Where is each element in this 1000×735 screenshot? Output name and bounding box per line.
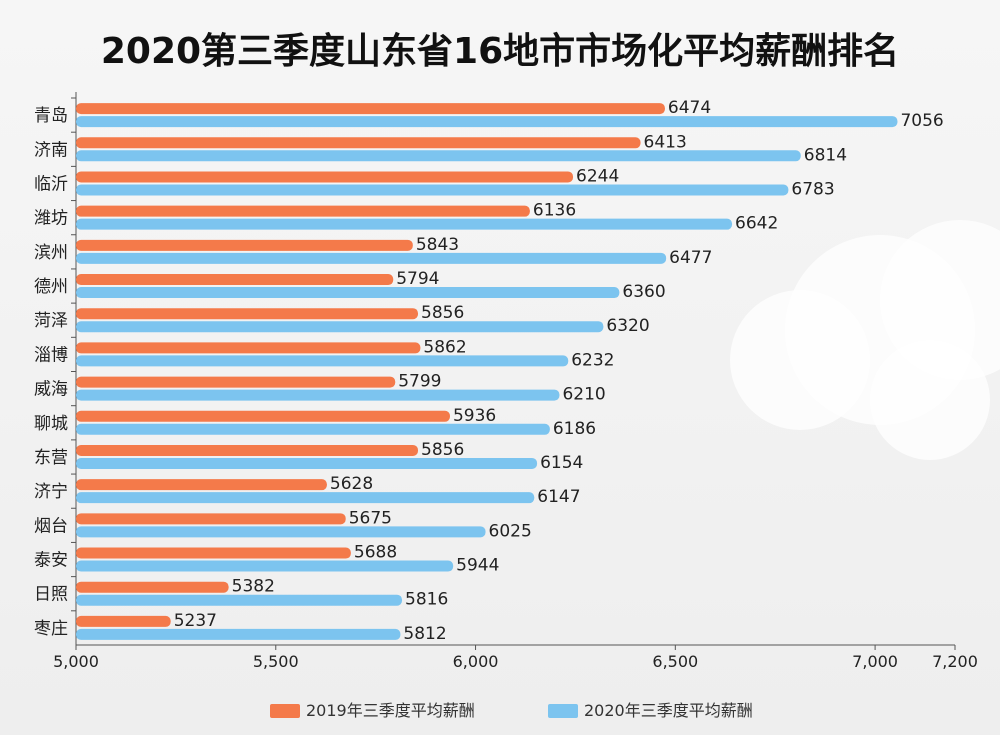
bar [76, 423, 550, 435]
chart-title: 2020第三季度山东省16地市市场化平均薪酬排名 [100, 31, 900, 72]
data-label: 6642 [735, 214, 778, 234]
bar [76, 560, 454, 572]
bar [76, 116, 898, 128]
data-label: 5812 [403, 624, 446, 644]
bar [76, 479, 327, 491]
data-label: 5936 [453, 406, 496, 426]
category-label: 日照 [34, 585, 68, 605]
x-tick-label: 5,000 [53, 652, 99, 671]
data-label: 6320 [606, 316, 649, 336]
legend-label: 2019年三季度平均薪酬 [306, 701, 475, 720]
bar [76, 444, 419, 456]
bar [76, 137, 641, 149]
category-label: 东营 [34, 448, 68, 468]
category-label: 潍坊 [34, 209, 68, 229]
bar [76, 526, 486, 538]
category-label: 淄博 [34, 345, 68, 365]
background-cloud [730, 220, 1000, 460]
data-label: 5799 [398, 372, 441, 392]
bar [76, 308, 419, 320]
bar [76, 218, 733, 230]
bar [76, 628, 401, 640]
data-label: 6186 [553, 419, 596, 439]
bar [76, 103, 665, 115]
bar [76, 457, 538, 469]
data-label: 6232 [571, 350, 614, 370]
category-label: 济南 [34, 140, 68, 160]
data-label: 6814 [804, 145, 847, 165]
data-label: 5382 [232, 577, 275, 597]
bar [76, 513, 346, 525]
data-label: 5675 [349, 508, 392, 528]
data-label: 5794 [396, 269, 439, 289]
bar [76, 205, 530, 217]
category-label: 菏泽 [34, 311, 68, 331]
data-label: 6360 [622, 282, 665, 302]
bar [76, 274, 394, 286]
bar [76, 376, 396, 388]
x-tick-label: 5,500 [253, 652, 299, 671]
data-label: 5237 [174, 611, 217, 631]
bar [76, 184, 789, 196]
data-label: 5816 [405, 590, 448, 610]
data-label: 6025 [489, 521, 532, 541]
category-label: 烟台 [34, 516, 68, 536]
data-label: 6413 [644, 132, 687, 152]
data-label: 6783 [791, 179, 834, 199]
bar [76, 410, 450, 422]
legend-swatch [270, 704, 300, 718]
data-label: 5843 [416, 235, 459, 255]
bar [76, 321, 604, 333]
data-label: 5862 [423, 337, 466, 357]
bar [76, 150, 801, 162]
data-label: 5628 [330, 474, 373, 494]
data-label: 5944 [456, 556, 499, 576]
x-tick-label: 6,500 [652, 652, 698, 671]
bar [76, 594, 403, 606]
data-label: 5688 [354, 543, 397, 563]
data-label: 5856 [421, 303, 464, 323]
x-tick-label: 7,000 [852, 652, 898, 671]
data-label: 6154 [540, 453, 583, 473]
data-label: 6244 [576, 166, 619, 186]
category-label: 聊城 [34, 414, 68, 434]
bar [76, 547, 351, 559]
data-label: 6477 [669, 248, 712, 268]
category-label: 青岛 [34, 106, 68, 126]
category-label: 德州 [34, 277, 68, 297]
data-label: 5856 [421, 440, 464, 460]
bar [76, 581, 229, 593]
bar [76, 171, 574, 183]
bar [76, 355, 569, 367]
legend-label: 2020年三季度平均薪酬 [584, 701, 753, 720]
legend-swatch [548, 704, 578, 718]
x-tick-label: 7,200 [932, 652, 978, 671]
bar [76, 342, 421, 354]
category-label: 济宁 [34, 482, 68, 502]
category-label: 威海 [34, 380, 68, 400]
category-label: 滨州 [34, 243, 68, 263]
bar [76, 389, 560, 401]
data-label: 6136 [533, 201, 576, 221]
bar [76, 615, 171, 627]
bar [76, 492, 535, 504]
data-label: 6474 [668, 98, 711, 118]
bar [76, 239, 413, 251]
category-label: 枣庄 [34, 619, 68, 639]
category-label: 泰安 [34, 551, 68, 571]
x-tick-label: 6,000 [453, 652, 499, 671]
bar [76, 252, 667, 264]
data-label: 6147 [537, 487, 580, 507]
data-label: 6210 [562, 385, 605, 405]
category-label: 临沂 [34, 174, 68, 194]
data-label: 7056 [900, 111, 943, 131]
bar [76, 287, 620, 299]
